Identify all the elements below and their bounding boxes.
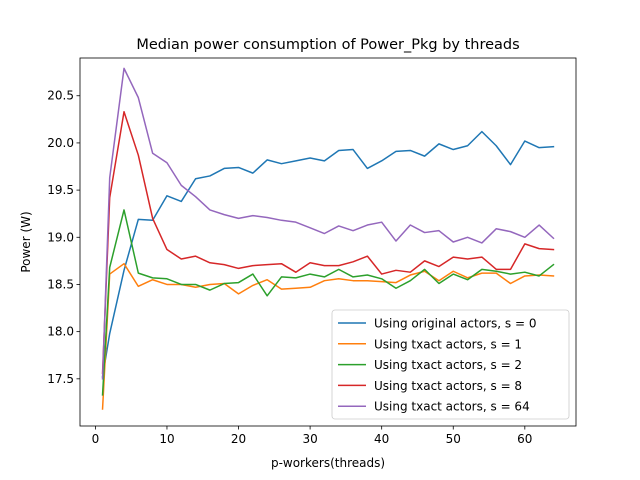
legend-entry-0: Using original actors, s = 0 bbox=[374, 317, 536, 331]
y-tick-label: 20.0 bbox=[47, 136, 74, 150]
series-line-3 bbox=[101, 111, 555, 374]
legend: Using original actors, s = 0 Using txact … bbox=[331, 309, 570, 420]
series-line-1 bbox=[101, 262, 555, 410]
legend-box bbox=[331, 309, 570, 420]
x-tick-label: 30 bbox=[302, 432, 317, 446]
y-tick-label: 18.0 bbox=[47, 325, 74, 339]
y-axis-label: Power (W) bbox=[19, 211, 33, 272]
y-tick-label: 18.5 bbox=[47, 277, 74, 291]
series-line-4 bbox=[101, 67, 555, 380]
legend-entry-2: Using txact actors, s = 2 bbox=[374, 358, 522, 372]
series-line-2 bbox=[101, 209, 555, 396]
x-tick-label: 40 bbox=[374, 432, 389, 446]
x-tick-label: 50 bbox=[446, 432, 461, 446]
x-tick-label: 60 bbox=[517, 432, 532, 446]
plot-area: 0 10 20 30 40 50 60 17.5 18.0 18.5 19.0 19.5 20.0 20.… bbox=[47, 57, 577, 446]
x-tick-label: 10 bbox=[159, 432, 174, 446]
chart-title: Median power consumption of Power_Pkg by… bbox=[136, 37, 519, 53]
series-line-0 bbox=[101, 130, 555, 378]
y-tick-label: 17.5 bbox=[47, 372, 74, 386]
x-tick-label: 0 bbox=[92, 432, 100, 446]
legend-entry-3: Using txact actors, s = 8 bbox=[374, 379, 522, 393]
x-axis-label: p-workers(threads) bbox=[271, 456, 385, 470]
y-tick-label: 19.5 bbox=[47, 183, 74, 197]
y-tick-label: 20.5 bbox=[47, 89, 74, 103]
axes-frame bbox=[79, 57, 577, 427]
legend-entry-1: Using txact actors, s = 1 bbox=[374, 337, 522, 351]
legend-entry-4: Using txact actors, s = 64 bbox=[374, 400, 530, 414]
y-tick-label: 19.0 bbox=[47, 230, 74, 244]
x-tick-label: 20 bbox=[231, 432, 246, 446]
